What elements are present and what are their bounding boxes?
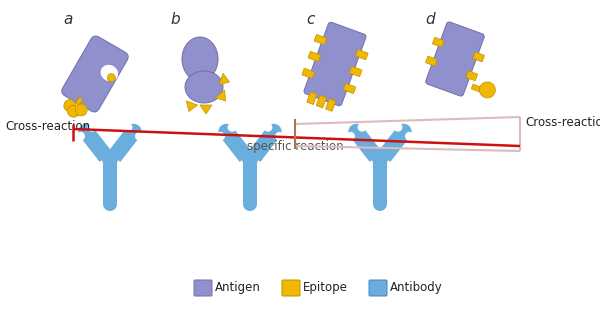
FancyBboxPatch shape [316,95,326,108]
Circle shape [394,123,403,132]
Ellipse shape [185,71,223,103]
FancyBboxPatch shape [433,37,444,47]
Text: c: c [306,12,314,26]
Polygon shape [187,101,197,111]
Polygon shape [103,159,117,204]
Circle shape [75,104,87,116]
Polygon shape [248,127,280,162]
Circle shape [243,197,257,211]
Text: Antibody: Antibody [390,281,443,295]
FancyBboxPatch shape [349,67,362,77]
Circle shape [396,124,412,140]
Text: Epitope: Epitope [303,281,348,295]
Ellipse shape [101,65,118,81]
Circle shape [263,123,272,132]
Circle shape [64,100,76,112]
FancyBboxPatch shape [356,50,368,60]
Circle shape [76,132,85,141]
Polygon shape [220,127,253,162]
Text: d: d [425,12,435,26]
Circle shape [78,124,94,140]
Circle shape [346,132,355,141]
FancyBboxPatch shape [343,84,356,94]
Text: specific reaction: specific reaction [247,140,343,153]
Circle shape [266,124,282,140]
Circle shape [68,105,79,117]
Text: Antigen: Antigen [215,281,261,295]
Ellipse shape [182,37,218,81]
FancyBboxPatch shape [466,71,478,81]
Circle shape [88,123,97,132]
Polygon shape [76,97,83,105]
Polygon shape [243,159,257,204]
FancyBboxPatch shape [326,99,336,111]
Circle shape [102,151,118,167]
Circle shape [107,74,115,82]
Polygon shape [350,127,382,162]
FancyBboxPatch shape [304,22,366,106]
FancyBboxPatch shape [194,280,212,296]
Polygon shape [373,159,387,204]
Circle shape [373,197,387,211]
FancyBboxPatch shape [472,84,481,92]
Circle shape [135,132,144,141]
FancyBboxPatch shape [369,280,387,296]
Polygon shape [107,127,140,162]
Circle shape [126,124,142,140]
Text: b: b [170,12,180,26]
Text: a: a [64,12,73,26]
Polygon shape [215,90,226,101]
FancyBboxPatch shape [308,51,320,62]
FancyBboxPatch shape [62,36,128,112]
Polygon shape [200,105,212,114]
Circle shape [103,197,117,211]
FancyBboxPatch shape [282,280,300,296]
Circle shape [275,132,284,141]
Circle shape [479,82,496,98]
Polygon shape [80,127,112,162]
FancyBboxPatch shape [425,56,437,66]
Polygon shape [219,73,229,85]
Circle shape [216,132,225,141]
FancyBboxPatch shape [314,35,327,45]
Circle shape [372,151,388,167]
FancyBboxPatch shape [473,52,484,62]
Text: Cross-reaction: Cross-reaction [525,116,600,128]
Circle shape [358,123,367,132]
Circle shape [348,124,364,140]
Text: Cross-reaction: Cross-reaction [5,120,90,133]
Circle shape [124,123,133,132]
Circle shape [227,123,236,132]
FancyBboxPatch shape [425,22,484,96]
Circle shape [405,132,414,141]
FancyBboxPatch shape [307,92,317,105]
Polygon shape [377,127,410,162]
Circle shape [242,151,258,167]
FancyBboxPatch shape [302,68,314,78]
Circle shape [218,124,234,140]
